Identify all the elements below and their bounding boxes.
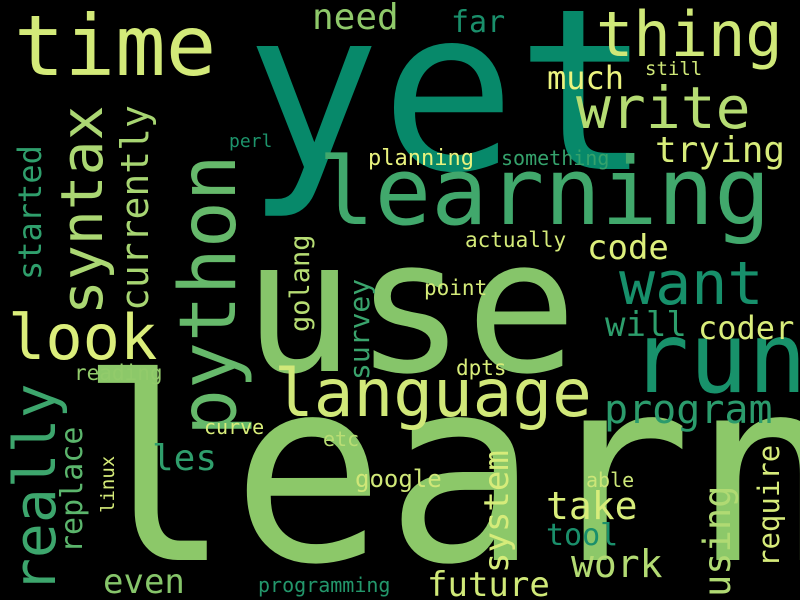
word-program: program (604, 387, 773, 433)
word-language: language (274, 355, 592, 432)
word-currently: currently (113, 105, 157, 311)
word-google: google (355, 465, 442, 493)
word-far: far (451, 5, 506, 40)
word-will: will (605, 305, 687, 345)
word-still: still (645, 58, 703, 80)
word-need: need (312, 0, 399, 38)
word-curve: curve (204, 415, 265, 439)
word-trying: trying (655, 130, 786, 171)
word-using: using (696, 485, 739, 597)
word-started: started (11, 145, 49, 280)
word-coder: coder (698, 309, 795, 347)
word-something: something (501, 146, 610, 170)
word-code: code (587, 228, 669, 268)
word-require: require (752, 444, 786, 567)
word-etc: etc (323, 427, 360, 451)
word-run: run (630, 302, 800, 416)
word-point: point (424, 276, 488, 300)
word-tool: tool (546, 518, 619, 553)
word-want: want (619, 249, 764, 319)
word-able: able (586, 468, 635, 492)
word-planning: planning (368, 146, 474, 171)
word-take: take (546, 484, 638, 528)
word-look: look (8, 301, 158, 374)
word-actually: actually (465, 228, 567, 252)
word-even: even (103, 562, 185, 600)
word-system: system (477, 450, 517, 573)
word-thing: thing (596, 0, 783, 71)
word-linux: linux (97, 455, 119, 513)
word-yet: yet (245, 0, 652, 223)
word-python: python (164, 154, 254, 436)
word-write: write (576, 74, 751, 142)
word-les: les (152, 438, 218, 479)
word-golang: golang (285, 234, 316, 332)
word-programming: programming (258, 573, 391, 597)
word-syntax: syntax (48, 105, 116, 315)
word-work: work (571, 542, 663, 586)
word-dpts: dpts (456, 356, 507, 380)
word-time: time (14, 0, 217, 95)
word-learning: learning (318, 138, 771, 247)
word-reading: reading (74, 361, 163, 385)
word-replace: replace (55, 426, 90, 553)
word-survey: survey (343, 278, 376, 380)
word-learn: learn (78, 324, 800, 600)
word-perl: perl (229, 131, 273, 152)
word-much: much (547, 59, 625, 97)
word-future: future (427, 565, 550, 600)
word-use: use (243, 199, 578, 415)
